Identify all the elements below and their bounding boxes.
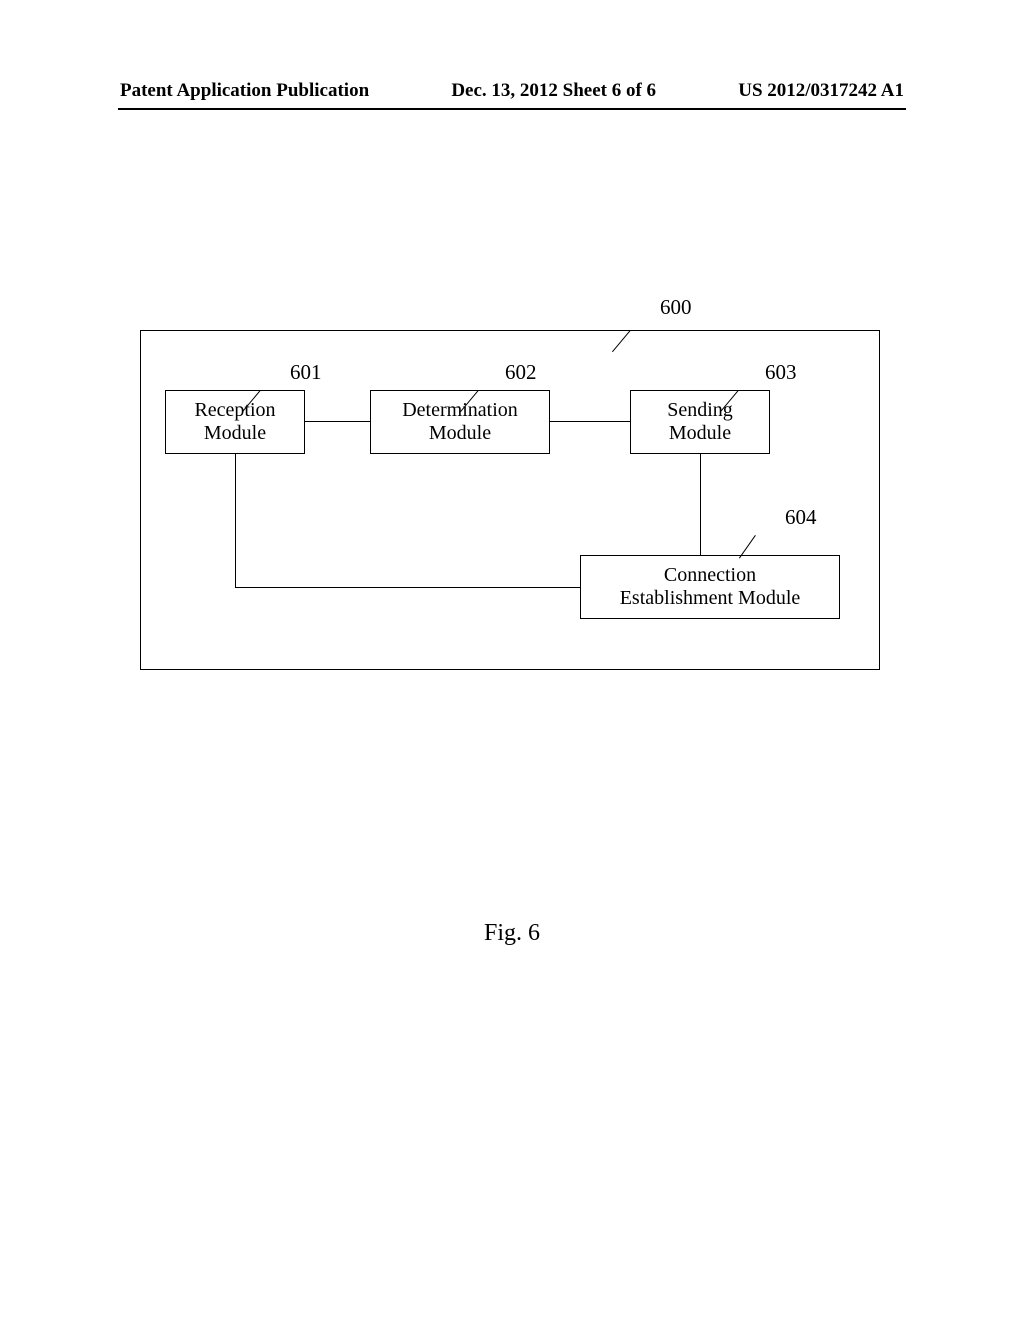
determination-line2: Module	[371, 422, 549, 445]
reception-line2: Module	[166, 422, 304, 445]
figure-caption: Fig. 6	[0, 920, 1024, 947]
reception-module-box: Reception Module	[165, 390, 305, 454]
header-divider	[118, 108, 906, 110]
reception-line1: Reception	[166, 399, 304, 422]
connection-line2: Establishment Module	[581, 587, 839, 610]
sending-line2: Module	[631, 422, 769, 445]
connection-line1: Connection	[581, 564, 839, 587]
label-601: 601	[290, 360, 322, 385]
block-diagram: 600 Reception Module 601 Determination M…	[140, 290, 880, 670]
determination-module-box: Determination Module	[370, 390, 550, 454]
connector-601-604-horizontal	[235, 587, 580, 588]
header-center: Dec. 13, 2012 Sheet 6 of 6	[451, 80, 656, 102]
connector-603-604	[700, 454, 701, 555]
page-header: Patent Application Publication Dec. 13, …	[0, 80, 1024, 102]
connector-602-603	[550, 421, 630, 422]
label-602: 602	[505, 360, 537, 385]
header-right: US 2012/0317242 A1	[738, 80, 904, 102]
connector-601-down	[235, 454, 236, 587]
label-600: 600	[660, 295, 692, 320]
connection-module-box: Connection Establishment Module	[580, 555, 840, 619]
label-604: 604	[785, 505, 817, 530]
label-603: 603	[765, 360, 797, 385]
connector-601-602	[305, 421, 370, 422]
header-left: Patent Application Publication	[120, 80, 369, 102]
